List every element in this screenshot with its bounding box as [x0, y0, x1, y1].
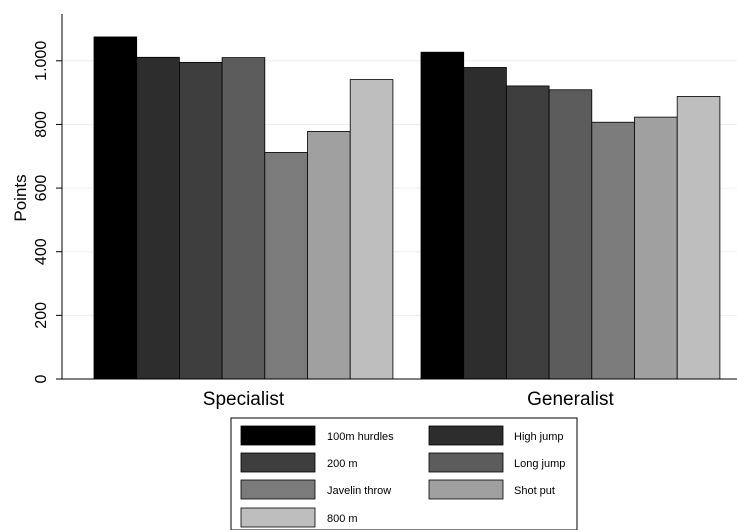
bar-generalist-800-m	[676, 96, 721, 380]
bar-generalist-high-jump	[463, 67, 507, 380]
bar-specialist-100m-hurdles	[93, 36, 138, 380]
legend-swatch	[428, 479, 504, 500]
legend-swatch	[240, 425, 316, 446]
y-tick-label: 200	[33, 302, 50, 329]
bar-generalist-200-m	[505, 85, 550, 380]
bar-generalist-javelin-throw	[591, 121, 635, 380]
bar-generalist-long-jump	[548, 89, 593, 380]
legend-swatch	[240, 452, 316, 473]
legend-label: Javelin throw	[327, 485, 391, 497]
legend-swatch	[428, 425, 504, 446]
bar-specialist-200-m	[178, 61, 223, 380]
legend-label: High jump	[514, 431, 564, 443]
legend: 100m hurdles High jump 200 m Long jump Javel…	[230, 417, 578, 530]
bar-generalist-100m-hurdles	[420, 51, 465, 380]
legend-label: 800 m	[327, 513, 358, 525]
legend-label: 200 m	[327, 458, 358, 470]
bars	[93, 36, 721, 380]
legend-swatch	[428, 452, 504, 473]
y-tick-label: 800	[33, 111, 50, 138]
bar-specialist-javelin-throw	[264, 152, 308, 380]
bar-specialist-shot-put	[307, 131, 351, 380]
legend-label: Shot put	[514, 485, 555, 497]
x-category-label: Specialist	[203, 389, 285, 410]
y-axis-label: Points	[11, 174, 30, 221]
y-axis: 0 200 400 600 800 1.000	[33, 14, 63, 383]
y-tick-label: 0	[33, 374, 50, 383]
bar-specialist-high-jump	[136, 56, 180, 380]
x-category-label: Generalist	[527, 389, 614, 410]
bar-generalist-shot-put	[634, 116, 678, 380]
legend-swatch	[240, 507, 316, 528]
bar-specialist-800-m	[349, 79, 394, 380]
legend-label: Long jump	[514, 458, 565, 470]
y-tick-label: 1.000	[33, 41, 50, 81]
legend-swatch	[240, 479, 316, 500]
x-axis: Specialist Generalist	[62, 378, 737, 410]
bar-specialist-long-jump	[221, 57, 266, 380]
y-tick-label: 400	[33, 238, 50, 265]
y-tick-label: 600	[33, 175, 50, 202]
legend-label: 100m hurdles	[327, 431, 394, 443]
